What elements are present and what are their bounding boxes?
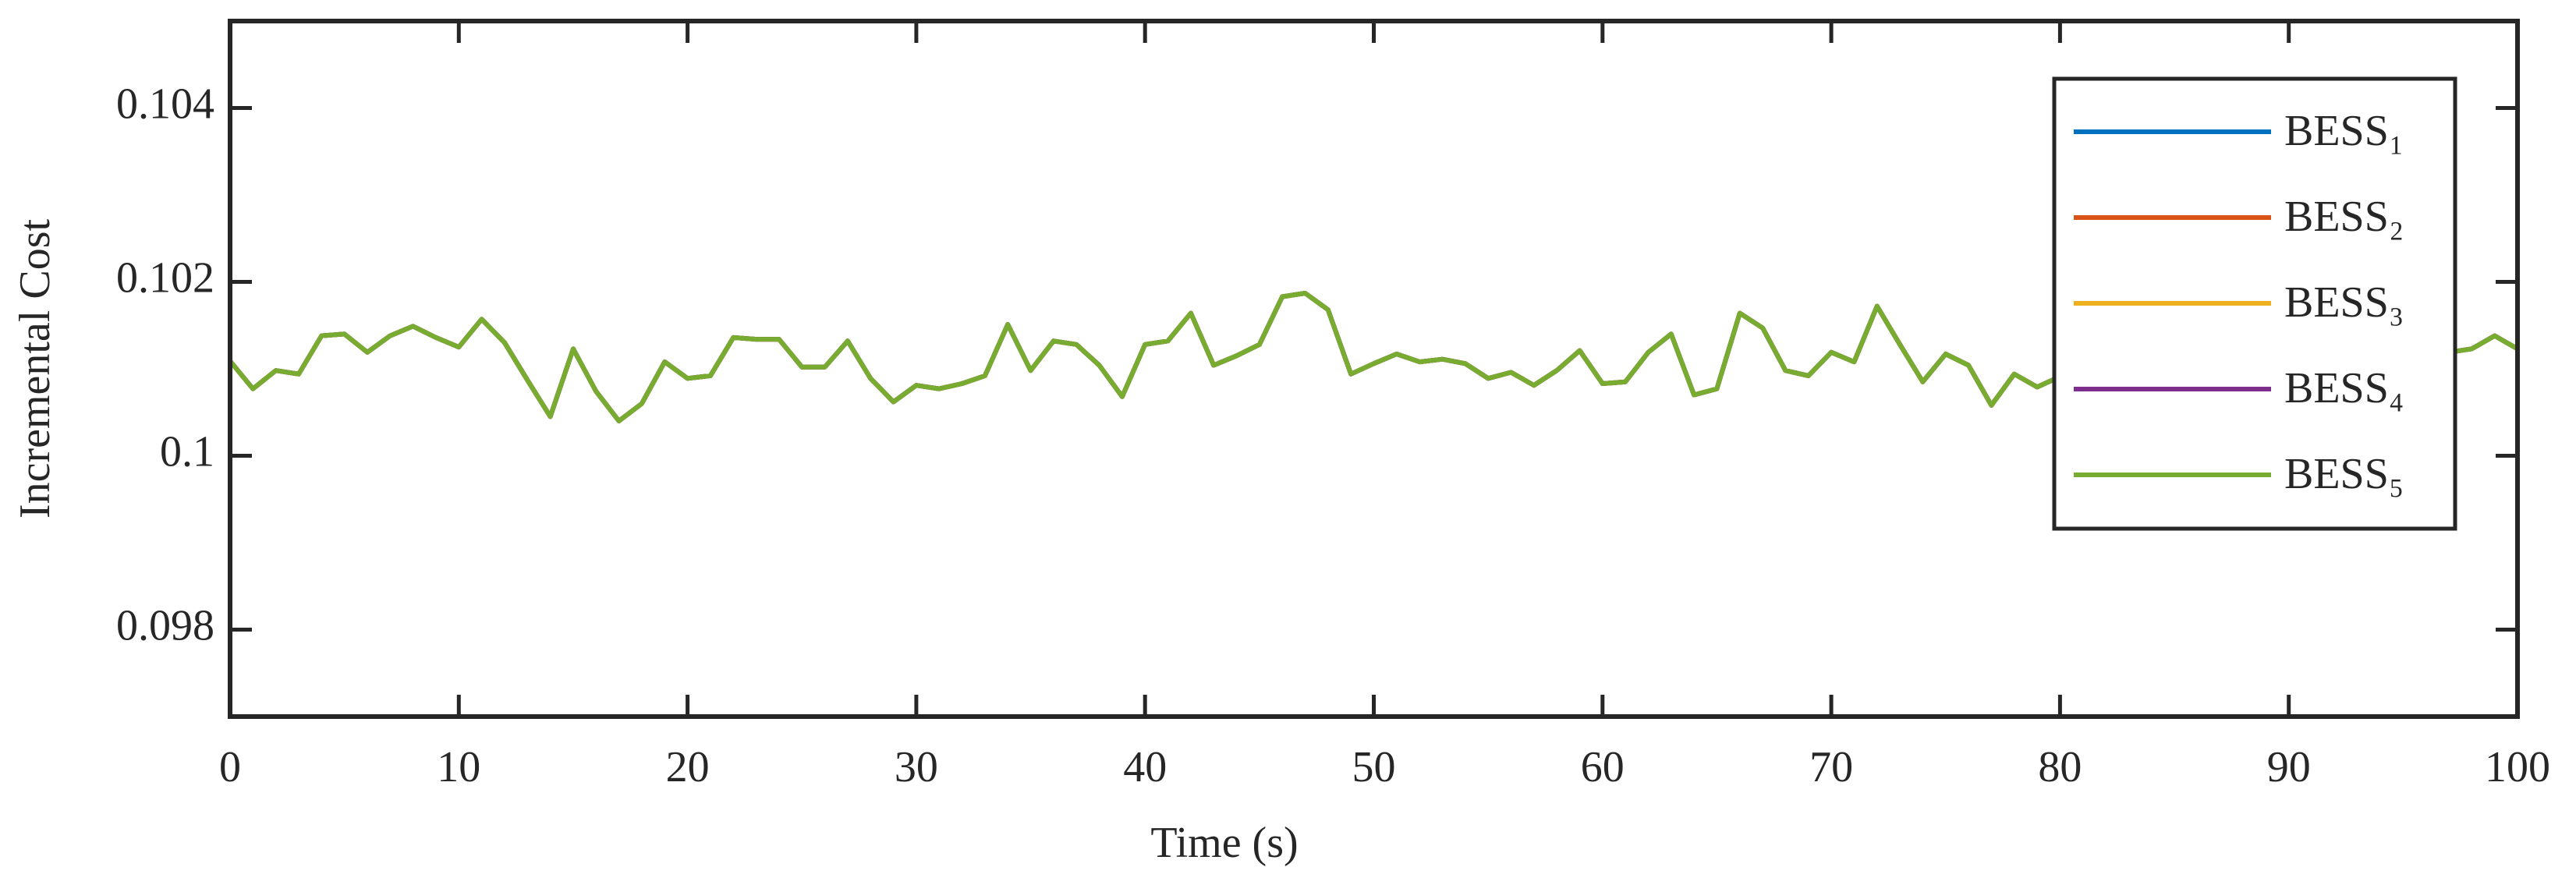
legend-label: BESS₅ bbox=[2284, 450, 2404, 498]
x-tick-label: 30 bbox=[895, 743, 938, 791]
legend-label: BESS₄ bbox=[2284, 364, 2404, 412]
x-tick-label: 80 bbox=[2038, 743, 2082, 791]
y-axis-label: Incremental Cost bbox=[11, 219, 59, 519]
x-tick-label: 100 bbox=[2485, 743, 2550, 791]
x-tick-label: 10 bbox=[437, 743, 480, 791]
x-tick-label: 50 bbox=[1352, 743, 1396, 791]
x-axis-label: Time (s) bbox=[1150, 819, 1298, 867]
x-tick-label: 60 bbox=[1581, 743, 1625, 791]
x-tick-label: 40 bbox=[1123, 743, 1167, 791]
x-tick-label: 70 bbox=[1809, 743, 1853, 791]
legend-label: BESS₃ bbox=[2284, 278, 2404, 327]
y-tick-label: 0.104 bbox=[116, 80, 214, 128]
plot-frame bbox=[228, 19, 2520, 719]
x-tick-label: 20 bbox=[666, 743, 710, 791]
x-tick-label: 0 bbox=[219, 743, 241, 791]
legend-label: BESS₁ bbox=[2284, 107, 2404, 155]
y-tick-label: 0.1 bbox=[160, 427, 214, 476]
y-tick-label: 0.098 bbox=[116, 601, 214, 650]
legend-label: BESS₂ bbox=[2284, 193, 2404, 241]
y-tick-label: 0.102 bbox=[116, 253, 214, 302]
x-tick-label: 90 bbox=[2267, 743, 2311, 791]
